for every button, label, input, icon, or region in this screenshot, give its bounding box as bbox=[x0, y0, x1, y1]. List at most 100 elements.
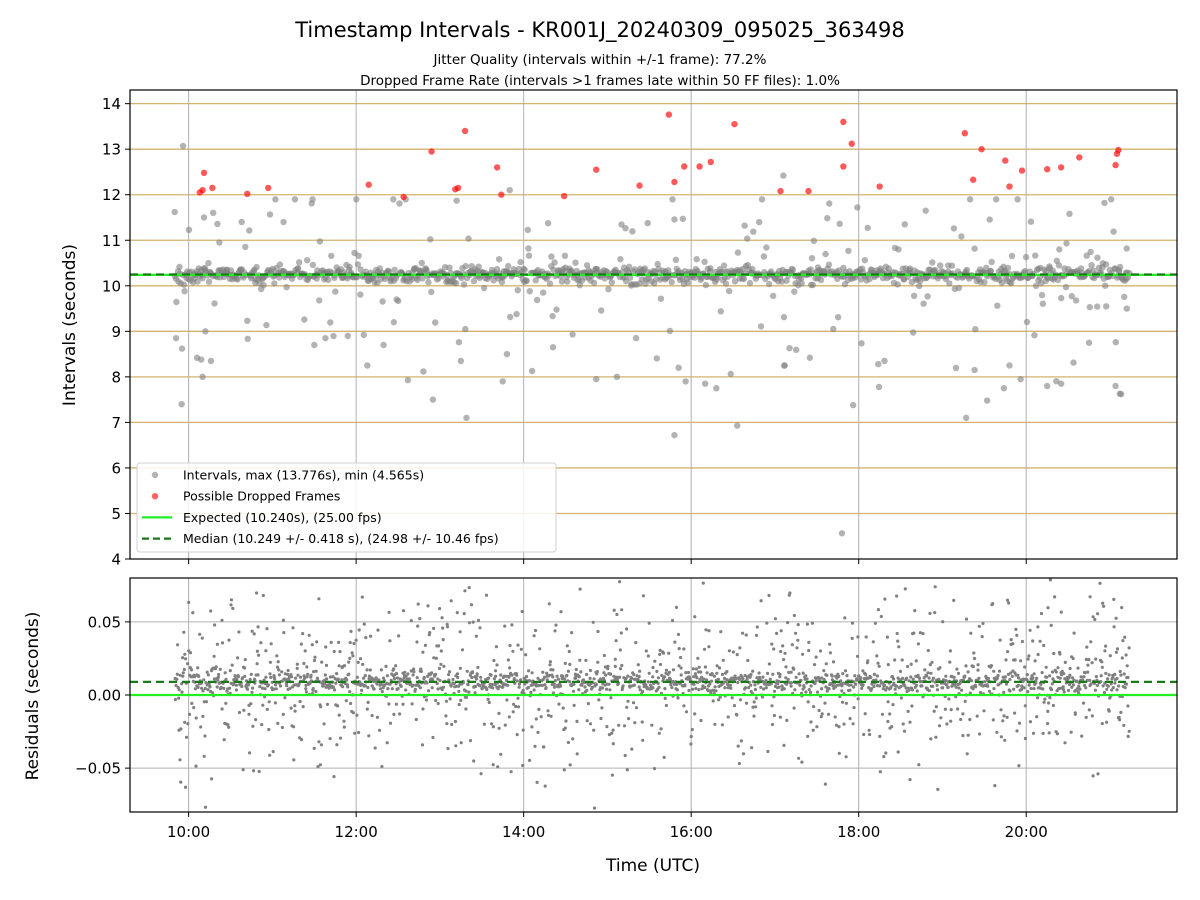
residual-point bbox=[1080, 734, 1084, 738]
interval-point bbox=[1110, 228, 1117, 235]
residual-point bbox=[283, 696, 287, 700]
residual-point bbox=[543, 683, 547, 687]
residual-point bbox=[304, 690, 308, 694]
residual-point bbox=[1059, 610, 1063, 614]
residual-point bbox=[1110, 688, 1114, 692]
residual-point bbox=[306, 672, 310, 676]
residual-point bbox=[856, 635, 860, 639]
residual-point bbox=[939, 716, 943, 720]
residual-point bbox=[1026, 657, 1030, 661]
residual-point bbox=[906, 709, 910, 714]
residual-point bbox=[1028, 628, 1032, 632]
residual-point bbox=[540, 683, 545, 688]
residual-point bbox=[809, 684, 813, 688]
residual-point bbox=[575, 719, 579, 724]
residual-point bbox=[528, 679, 532, 683]
interval-point bbox=[391, 266, 398, 274]
residual-point bbox=[908, 720, 912, 724]
residual-point bbox=[899, 684, 903, 689]
interval-point bbox=[425, 278, 432, 286]
interval-point bbox=[750, 228, 757, 235]
residual-point bbox=[955, 667, 959, 671]
residual-point bbox=[261, 593, 265, 598]
residual-point bbox=[1105, 720, 1109, 724]
residual-point bbox=[801, 671, 805, 675]
residual-point bbox=[1048, 578, 1052, 582]
residual-point bbox=[693, 615, 697, 619]
residual-point bbox=[365, 668, 369, 672]
residual-point bbox=[884, 751, 888, 755]
residual-point bbox=[523, 677, 527, 681]
residual-point bbox=[993, 784, 997, 788]
residual-point bbox=[173, 697, 177, 702]
residual-point bbox=[793, 688, 797, 692]
residual-point bbox=[910, 688, 915, 692]
residual-point bbox=[497, 711, 501, 716]
residual-point bbox=[301, 632, 305, 636]
residual-point bbox=[181, 671, 185, 675]
residual-point bbox=[594, 683, 599, 687]
residual-point bbox=[590, 685, 595, 690]
residual-point bbox=[634, 641, 638, 645]
residual-point bbox=[823, 701, 827, 705]
interval-point bbox=[707, 265, 714, 272]
residual-point bbox=[777, 679, 781, 684]
residual-point bbox=[536, 676, 540, 680]
residual-point bbox=[1032, 672, 1036, 676]
interval-point bbox=[654, 260, 661, 268]
residual-point bbox=[754, 705, 758, 709]
interval-point bbox=[822, 250, 829, 258]
residual-point bbox=[202, 678, 206, 682]
residual-point bbox=[357, 730, 361, 735]
residual-point bbox=[1002, 714, 1006, 718]
residual-point bbox=[625, 705, 629, 709]
residual-point bbox=[1056, 666, 1060, 670]
residual-point bbox=[625, 768, 629, 772]
residual-point bbox=[197, 674, 201, 679]
interval-point bbox=[783, 277, 790, 284]
residual-point bbox=[398, 712, 402, 716]
residual-point bbox=[419, 667, 423, 671]
dropped-frame-point bbox=[493, 164, 501, 171]
interval-point bbox=[1101, 199, 1108, 207]
residual-point bbox=[934, 735, 938, 739]
residual-point bbox=[1006, 672, 1011, 677]
residual-point bbox=[699, 718, 703, 723]
residual-point bbox=[1035, 715, 1039, 719]
residual-point bbox=[651, 686, 655, 690]
residual-point bbox=[407, 677, 411, 681]
residual-point bbox=[552, 682, 556, 687]
residual-point bbox=[1019, 687, 1024, 692]
residual-point bbox=[824, 662, 828, 666]
interval-point bbox=[806, 354, 814, 361]
residual-point bbox=[893, 658, 897, 662]
residual-point bbox=[760, 695, 765, 699]
residual-point bbox=[537, 707, 541, 712]
residual-point bbox=[875, 654, 879, 658]
residual-point bbox=[1002, 690, 1006, 695]
residual-point bbox=[1050, 670, 1055, 674]
residual-point bbox=[246, 683, 250, 687]
residual-point bbox=[1090, 661, 1094, 665]
residual-point bbox=[608, 688, 612, 692]
interval-point bbox=[966, 196, 974, 203]
legend-label: Expected (10.240s), (25.00 fps) bbox=[183, 510, 382, 525]
residual-point bbox=[439, 649, 443, 653]
residual-point bbox=[361, 662, 365, 667]
interval-point bbox=[858, 340, 865, 347]
interval-point bbox=[1017, 375, 1024, 383]
interval-point bbox=[291, 196, 299, 203]
residual-point bbox=[319, 705, 323, 709]
intervals-y-tick-label: 11 bbox=[102, 232, 121, 250]
residual-point bbox=[425, 681, 429, 685]
residual-point bbox=[891, 703, 895, 707]
residual-point bbox=[1126, 675, 1130, 680]
residual-point bbox=[907, 688, 911, 692]
residual-point bbox=[638, 688, 642, 692]
residual-point bbox=[240, 684, 244, 689]
residual-point bbox=[930, 660, 934, 664]
residual-point bbox=[714, 689, 718, 693]
residual-point bbox=[828, 651, 833, 655]
residual-point bbox=[1107, 673, 1111, 677]
residual-point bbox=[781, 644, 785, 648]
